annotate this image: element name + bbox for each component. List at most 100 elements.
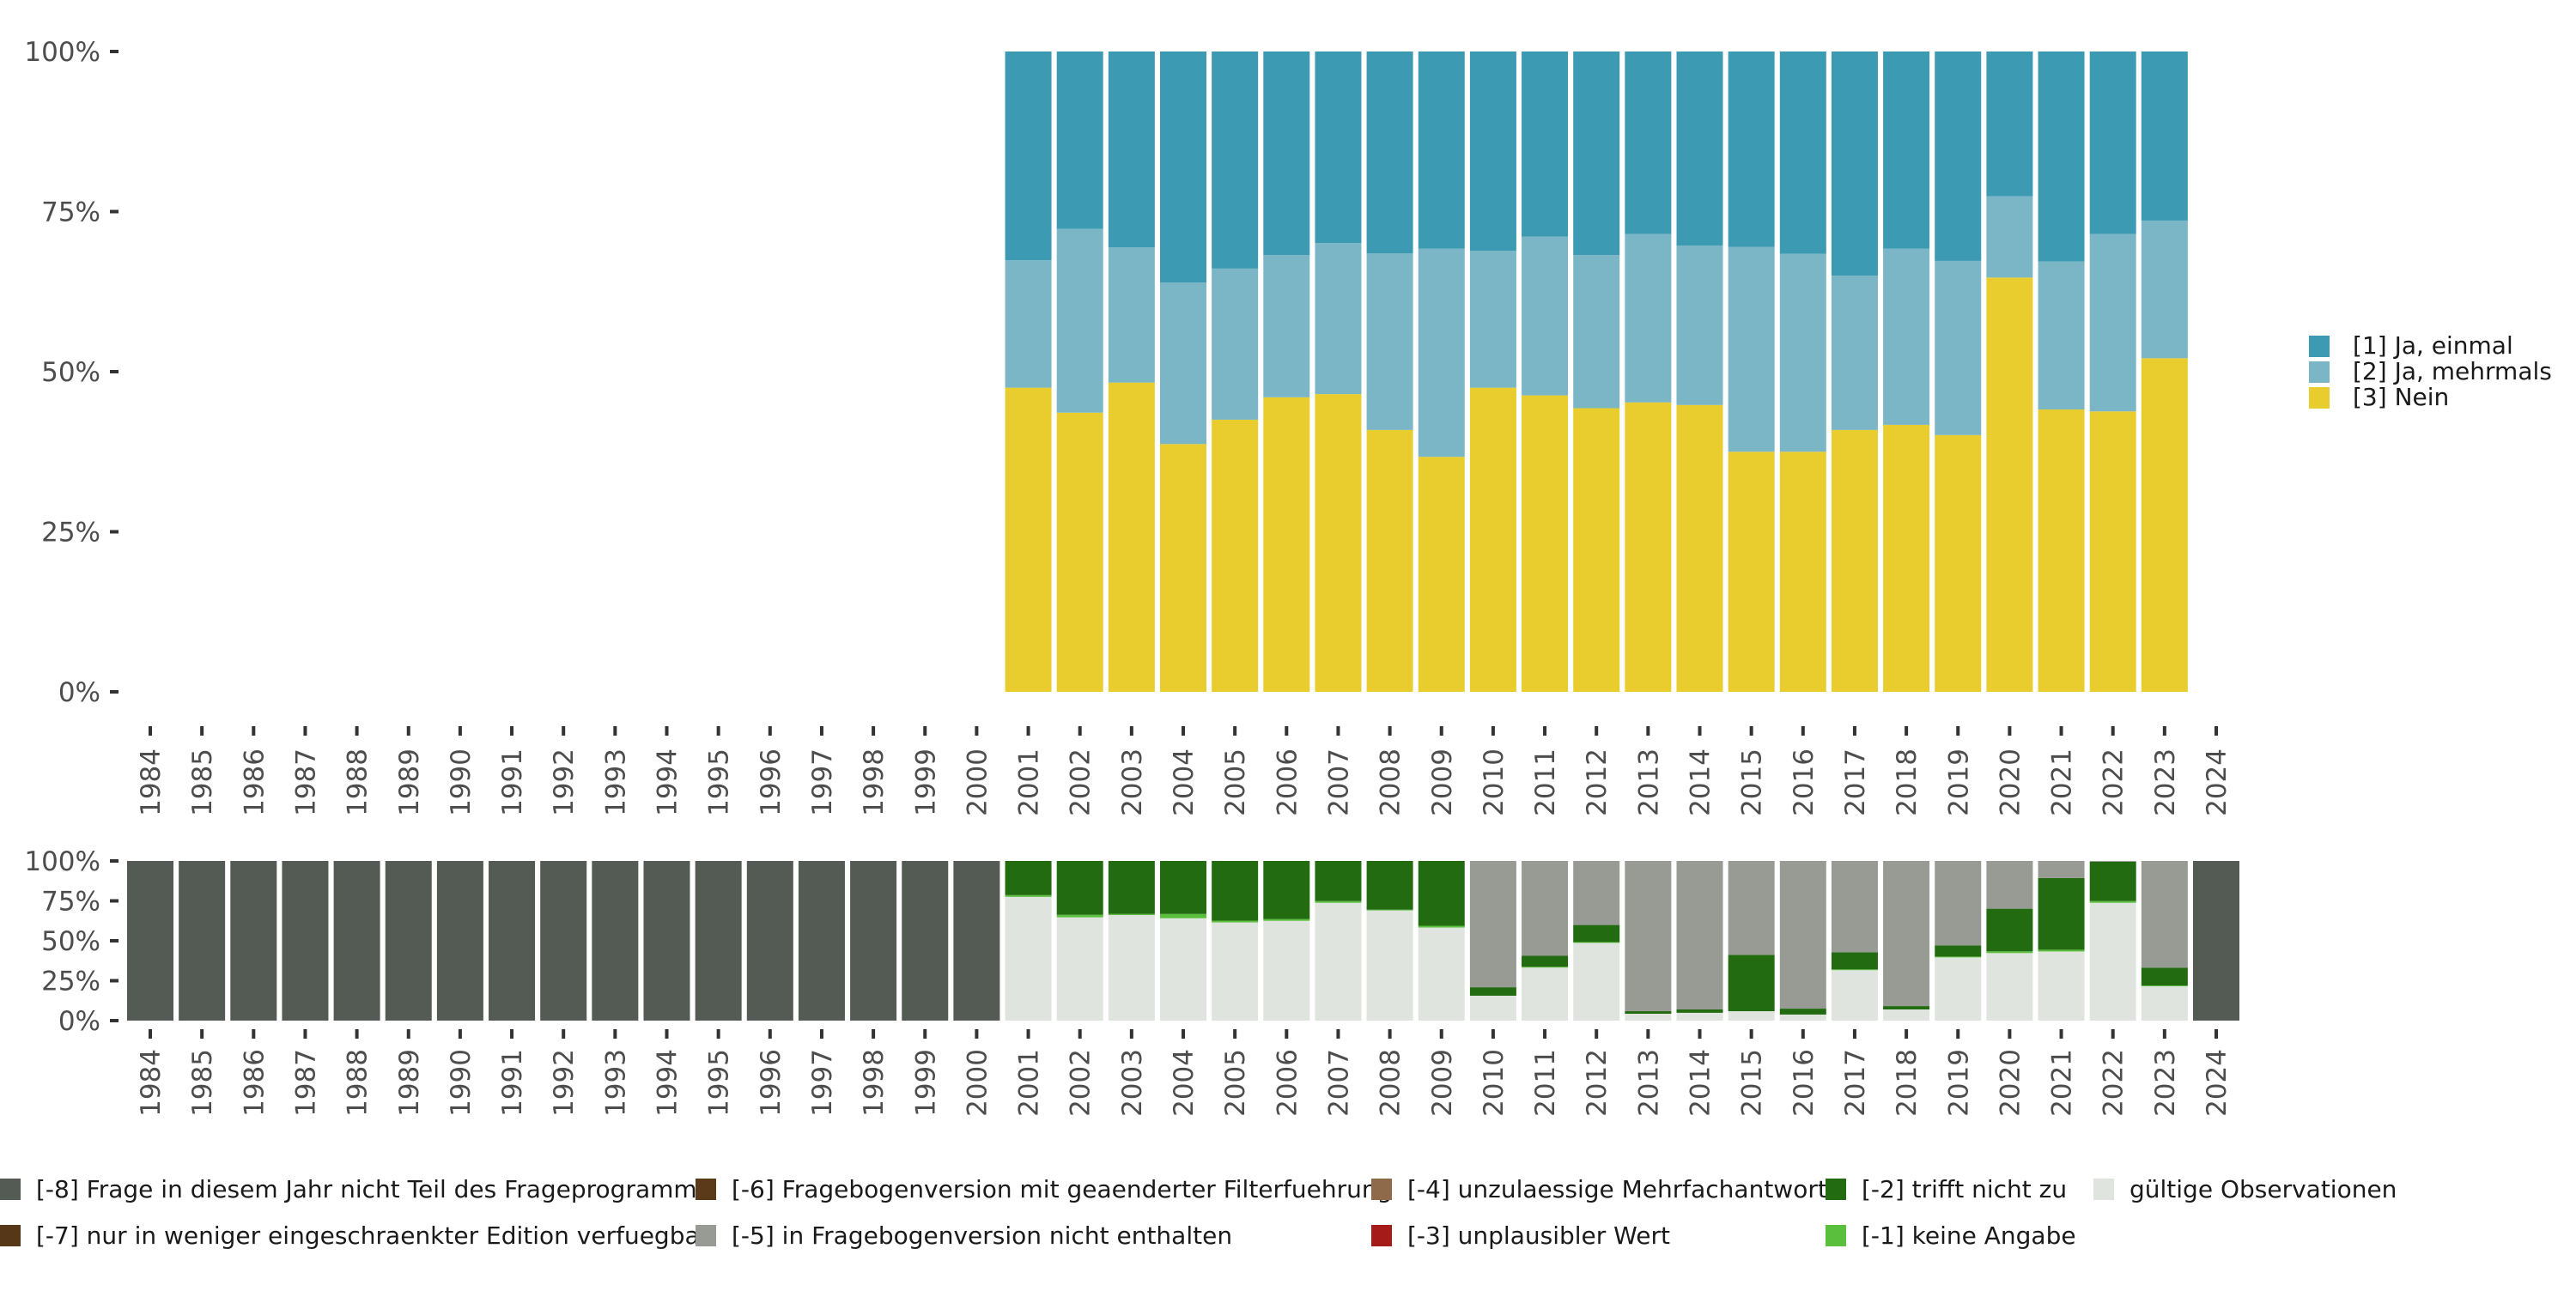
bar-segment-2018 bbox=[1883, 52, 1930, 249]
bar-segment-2021 bbox=[2038, 877, 2085, 950]
x-tick-label: 2004 bbox=[1169, 749, 1200, 816]
y-tick-label: 0% bbox=[58, 677, 100, 708]
x-tick-mark bbox=[149, 726, 152, 736]
x-tick-mark bbox=[149, 1029, 152, 1039]
legend-label: gültige Observationen bbox=[2129, 1175, 2397, 1203]
bar-segment-2014 bbox=[1676, 1009, 1723, 1013]
legend-swatch bbox=[1826, 1179, 1846, 1200]
x-tick-mark bbox=[510, 726, 514, 736]
x-tick-label: 2014 bbox=[1686, 1049, 1716, 1117]
bar-segment-2020 bbox=[1986, 908, 2033, 952]
bar-segment-2014 bbox=[1676, 1012, 1723, 1021]
bar-segment-2001 bbox=[1005, 387, 1052, 692]
x-tick-label: 1994 bbox=[653, 749, 683, 816]
x-tick-mark bbox=[2111, 1029, 2115, 1039]
bar-segment-2007 bbox=[1315, 243, 1362, 395]
y-tick-label: 25% bbox=[41, 518, 100, 549]
bar-segment-2005 bbox=[1212, 920, 1259, 923]
bar-segment-2020 bbox=[1986, 953, 2033, 1021]
bar-segment-2011 bbox=[1522, 395, 1569, 692]
x-tick-mark bbox=[1439, 1029, 1443, 1039]
bar-segment-2008 bbox=[1366, 909, 1413, 911]
x-tick-label: 2016 bbox=[1789, 749, 1820, 816]
x-tick-mark bbox=[665, 1029, 669, 1039]
x-tick-mark bbox=[406, 1029, 410, 1039]
x-tick-label: 1995 bbox=[704, 749, 735, 816]
bar-segment-2016 bbox=[1779, 52, 1826, 254]
bar-segment-2016 bbox=[1779, 1014, 1826, 1021]
x-tick-label: 2018 bbox=[1892, 1049, 1923, 1117]
bar-segment-2004 bbox=[1160, 913, 1206, 918]
bar-segment-2003 bbox=[1108, 913, 1155, 916]
bar-segment-2022 bbox=[2089, 861, 2136, 862]
bar-segment-2003 bbox=[1108, 915, 1155, 1021]
x-tick-label: 1987 bbox=[290, 1049, 321, 1117]
bar-segment-1985 bbox=[179, 861, 226, 1021]
bar-segment-2004 bbox=[1160, 444, 1206, 692]
x-tick-label: 1996 bbox=[756, 1049, 787, 1117]
x-tick-label: 2008 bbox=[1376, 1049, 1406, 1117]
bar-segment-2017 bbox=[1831, 52, 1878, 276]
bar-segment-2009 bbox=[1418, 927, 1465, 1021]
bar-segment-2004 bbox=[1160, 52, 1206, 283]
x-tick-label: 2005 bbox=[1220, 749, 1251, 816]
x-tick-mark bbox=[1336, 726, 1340, 736]
bar-segment-2019 bbox=[1935, 260, 1982, 435]
legend-label: [-4] unzulaessige Mehrfachantwort bbox=[1407, 1175, 1827, 1203]
bar-segment-2015 bbox=[1728, 1011, 1775, 1021]
bar-segment-2014 bbox=[1676, 404, 1723, 692]
bar-segment-2006 bbox=[1263, 920, 1310, 1021]
bar-segment-2022 bbox=[2089, 902, 2136, 1021]
x-tick-mark bbox=[252, 726, 256, 736]
bar-segment-2010 bbox=[1469, 987, 1516, 996]
bar-segment-2016 bbox=[1779, 1009, 1826, 1015]
bar-segment-2017 bbox=[1831, 970, 1878, 1021]
bar-segment-2013 bbox=[1625, 52, 1672, 234]
bar-segment-2023 bbox=[2141, 52, 2188, 221]
x-tick-label: 2012 bbox=[1582, 1049, 1613, 1117]
x-tick-label: 1984 bbox=[136, 1049, 167, 1117]
legend-label: [-2] trifft nicht zu bbox=[1862, 1175, 2067, 1203]
bar-segment-1995 bbox=[695, 861, 742, 1021]
x-tick-label: 2000 bbox=[962, 749, 993, 816]
bar-segment-2019 bbox=[1935, 945, 1982, 957]
bar-segment-2013 bbox=[1625, 402, 1672, 692]
x-tick-label: 1990 bbox=[446, 749, 477, 816]
x-tick-mark bbox=[975, 1029, 979, 1039]
x-tick-label: 1997 bbox=[807, 749, 838, 816]
x-tick-label: 2022 bbox=[2099, 1049, 2129, 1117]
bar-segment-2012 bbox=[1573, 408, 1620, 692]
bar-segment-1993 bbox=[592, 861, 639, 1021]
y-tick-mark bbox=[110, 690, 118, 694]
bar-segment-2022 bbox=[2089, 52, 2136, 234]
bar-segment-2006 bbox=[1263, 255, 1310, 397]
x-tick-mark bbox=[1026, 1029, 1030, 1039]
bar-segment-2012 bbox=[1573, 52, 1620, 256]
x-tick-mark bbox=[2215, 726, 2218, 736]
bar-segment-2007 bbox=[1315, 861, 1362, 901]
x-tick-mark bbox=[1285, 726, 1289, 736]
bar-segment-2009 bbox=[1418, 861, 1465, 926]
y-tick-mark bbox=[110, 50, 118, 53]
bar-segment-1998 bbox=[850, 861, 897, 1021]
x-tick-label: 2021 bbox=[2047, 749, 2078, 816]
x-tick-mark bbox=[1905, 726, 1909, 736]
bar-segment-2015 bbox=[1728, 452, 1775, 692]
x-tick-mark bbox=[923, 1029, 927, 1039]
x-tick-mark bbox=[355, 1029, 359, 1039]
bar-segment-1987 bbox=[282, 861, 329, 1021]
bar-segment-2021 bbox=[2038, 949, 2085, 952]
bar-segment-1999 bbox=[902, 861, 949, 1021]
bar-segment-2016 bbox=[1779, 452, 1826, 692]
x-tick-mark bbox=[975, 726, 979, 736]
bar-segment-2018 bbox=[1883, 1009, 1930, 1021]
legend-swatch bbox=[696, 1225, 716, 1246]
bar-segment-2001 bbox=[1005, 52, 1052, 261]
bar-segment-2007 bbox=[1315, 902, 1362, 1021]
x-tick-label: 2006 bbox=[1272, 749, 1303, 816]
bar-segment-2021 bbox=[2038, 861, 2085, 878]
x-tick-mark bbox=[1698, 726, 1702, 736]
bar-segment-2010 bbox=[1469, 52, 1516, 252]
x-tick-mark bbox=[1078, 1029, 1082, 1039]
x-tick-label: 1986 bbox=[239, 1049, 270, 1117]
